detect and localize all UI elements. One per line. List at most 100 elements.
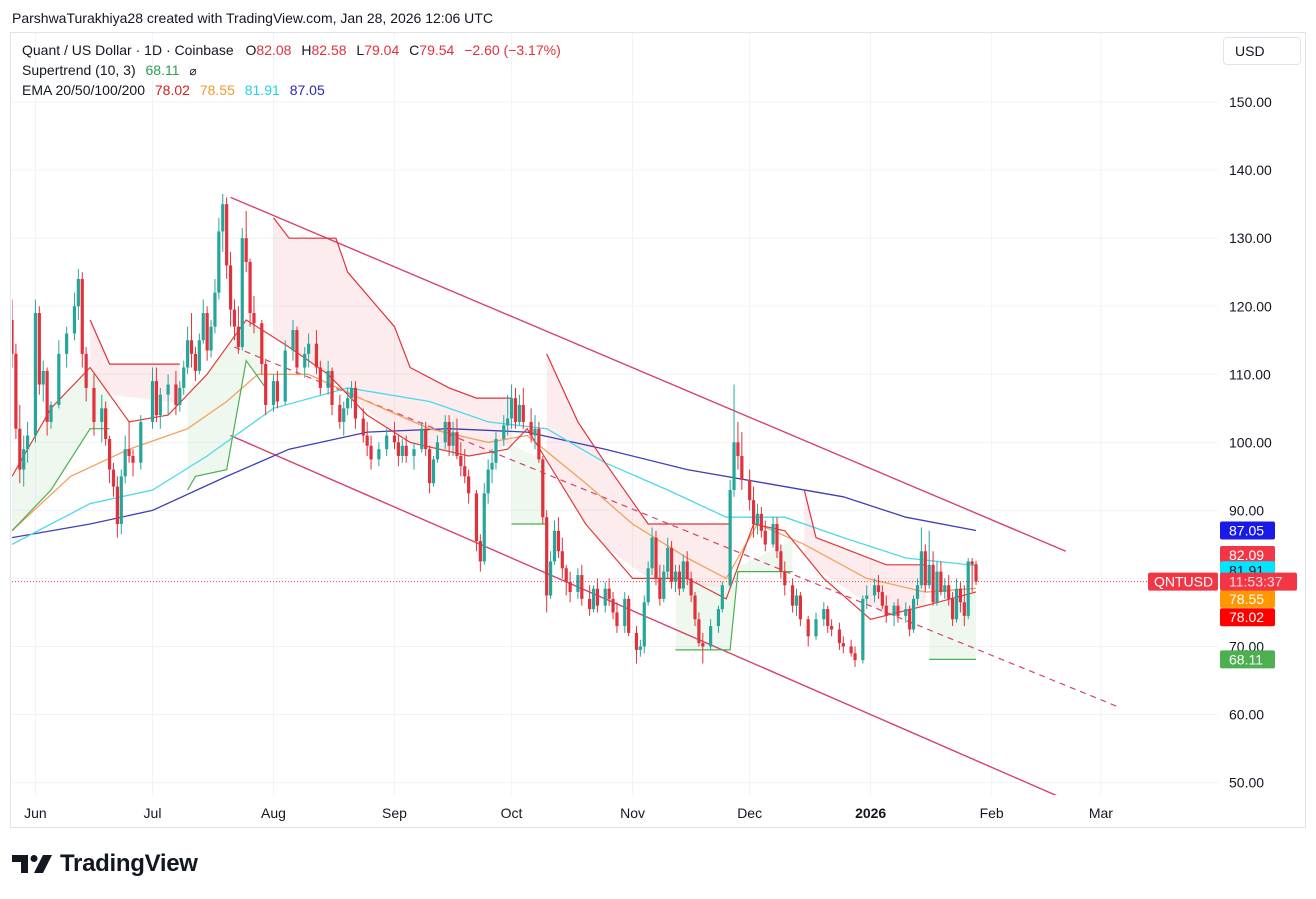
tradingview-logo[interactable]: TradingView	[12, 850, 198, 878]
ema20-label-text: 78.02	[1229, 609, 1264, 625]
candle	[591, 585, 596, 613]
candle	[361, 408, 365, 443]
candle	[763, 520, 767, 552]
candle	[291, 319, 295, 361]
hidden-values-icon[interactable]: ⌀	[189, 64, 197, 78]
candle	[580, 564, 584, 606]
candle	[482, 483, 486, 565]
candle-body	[638, 646, 642, 650]
candle	[759, 506, 763, 538]
candle-body	[677, 571, 681, 589]
candle	[588, 585, 592, 616]
candle-body	[892, 605, 896, 616]
candle	[260, 319, 264, 375]
ema-label[interactable]: EMA 20/50/100/200	[22, 82, 145, 98]
supertrend-line-up	[187, 359, 267, 491]
candle	[853, 646, 857, 667]
candle	[685, 551, 689, 586]
candle-body	[580, 575, 584, 599]
candle	[349, 381, 354, 409]
ema200-line	[12, 428, 977, 539]
candle-body	[771, 524, 775, 545]
candle-body	[12, 319, 14, 354]
candle	[654, 530, 658, 586]
supertrend-line-down	[803, 489, 926, 566]
candle-body	[974, 564, 978, 582]
candle-body	[189, 340, 194, 354]
candle-body	[139, 421, 143, 463]
candle	[814, 612, 818, 640]
candle-body	[217, 231, 221, 293]
candle-body	[911, 598, 916, 630]
supertrend-fill-up	[12, 367, 110, 531]
candle	[264, 360, 268, 416]
x-tick-label: Aug	[261, 805, 286, 821]
supertrend-fill-down	[546, 353, 731, 589]
candle	[65, 326, 69, 368]
candle-body	[826, 609, 830, 627]
y-tick-label: 150.00	[1229, 94, 1272, 110]
candle-body	[127, 449, 131, 456]
candle-body	[236, 326, 240, 348]
ema200-label-text: 87.05	[1229, 522, 1264, 538]
ohlc-high-label-box	[1220, 545, 1275, 564]
candle-body	[919, 551, 923, 586]
symbol-name[interactable]: Quant / US Dollar · 1D · Coinbase	[22, 42, 234, 58]
candle	[662, 564, 666, 603]
y-tick-label: 60.00	[1229, 707, 1264, 723]
candle	[123, 435, 127, 484]
candle-body	[349, 387, 354, 399]
candle-body	[716, 609, 721, 627]
candle-body	[244, 238, 248, 263]
candle-body	[264, 364, 268, 405]
candle	[104, 401, 108, 446]
candle	[205, 306, 209, 361]
chart-frame[interactable]	[10, 32, 1306, 828]
y-tick-label: 140.00	[1229, 162, 1272, 178]
candle-body	[662, 571, 666, 599]
candle	[353, 381, 358, 429]
candle	[166, 374, 170, 416]
candle	[954, 578, 959, 623]
supertrend-label[interactable]: Supertrend (10, 3)	[22, 62, 136, 78]
ohlc-high-label: 82.09	[1220, 545, 1275, 564]
candle	[459, 442, 463, 477]
candle-body	[517, 404, 521, 422]
candle-body	[939, 571, 943, 593]
candle	[974, 560, 978, 585]
candle	[412, 442, 416, 470]
candle-body	[720, 585, 724, 610]
candle	[474, 489, 479, 552]
y-tick-label: 120.00	[1229, 298, 1272, 314]
candle-body	[521, 404, 525, 422]
candle	[463, 449, 467, 484]
candle-body	[232, 309, 237, 327]
candle	[22, 435, 26, 487]
candle	[396, 435, 400, 467]
candle	[100, 394, 104, 443]
candle-body	[896, 605, 900, 616]
candle	[502, 415, 506, 446]
candle-body	[759, 513, 763, 531]
supertrend-label-text: 68.11	[1229, 651, 1263, 667]
attribution-text: ParshwaTurakhiya28 created with TradingV…	[12, 10, 493, 26]
candle	[849, 639, 853, 657]
ema50-label-box	[1220, 589, 1275, 608]
legend-symbol-row: Quant / US Dollar · 1D · Coinbase O82.08…	[22, 42, 561, 58]
candle-body	[420, 428, 424, 450]
candle	[892, 602, 896, 627]
candle	[84, 347, 88, 402]
candle-body	[353, 387, 358, 419]
candle	[139, 415, 143, 470]
candle	[37, 306, 41, 395]
candle	[880, 585, 884, 610]
x-tick-label: Dec	[737, 805, 762, 821]
channel-lower-line	[230, 434, 1057, 795]
candle-body	[463, 466, 467, 477]
ema20-label: 78.02	[1220, 608, 1275, 627]
currency-button[interactable]: USD	[1223, 37, 1301, 65]
candle-body	[111, 469, 116, 487]
candle-body	[943, 585, 947, 593]
candle-body	[92, 387, 96, 422]
